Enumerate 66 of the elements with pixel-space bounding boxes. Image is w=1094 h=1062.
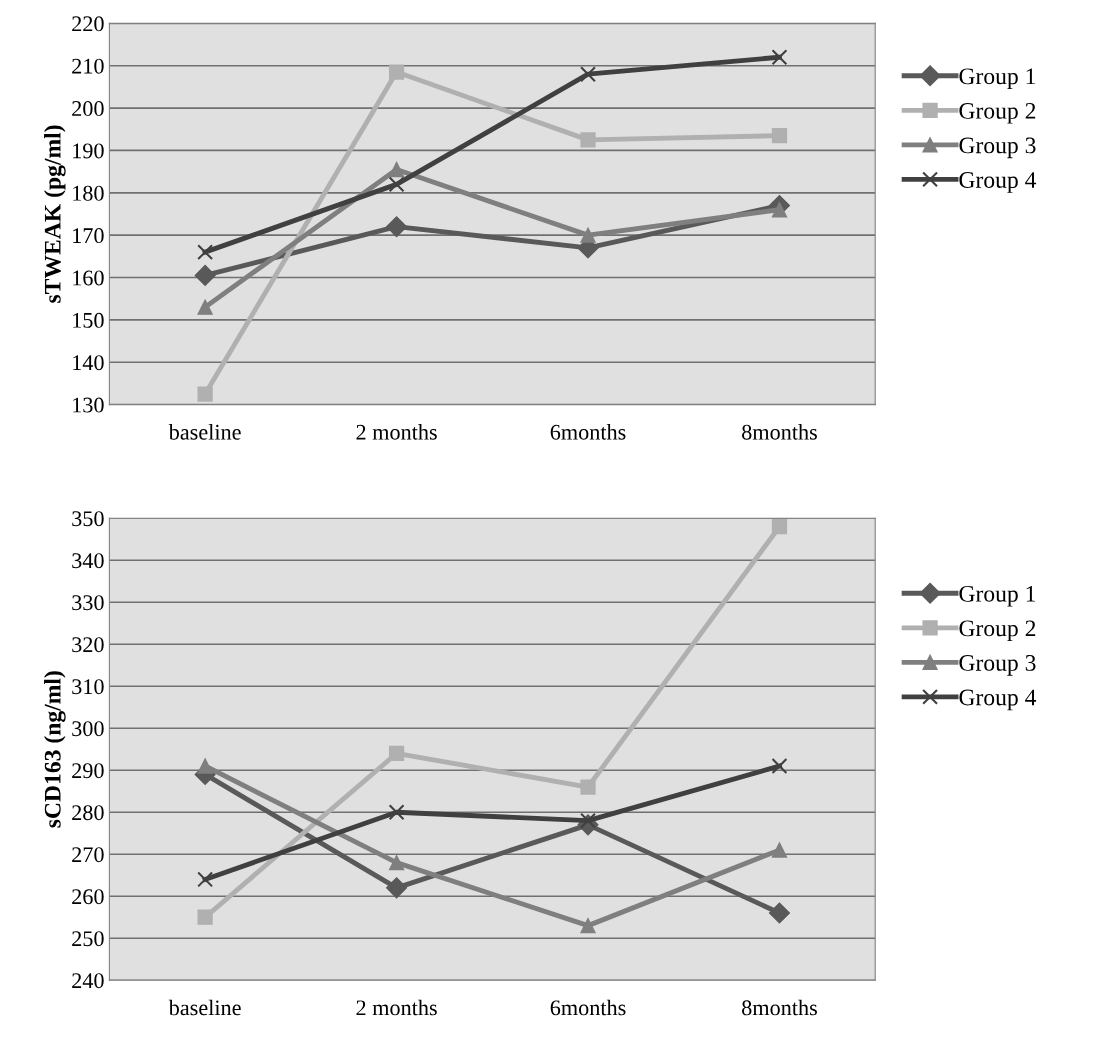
x-tick-label: 2 months: [356, 999, 437, 1016]
y-tick-label: 300: [72, 721, 104, 737]
y-tick-label: 240: [72, 973, 104, 989]
point: [386, 877, 408, 899]
legend-label: Group 4: [959, 689, 1037, 711]
y-tick-label: 270: [72, 847, 104, 863]
legend-label: Group 3: [959, 654, 1036, 676]
point: [388, 64, 405, 80]
point: [771, 758, 788, 775]
legend-label: Group 4: [959, 172, 1037, 193]
y-tick-label: 310: [72, 679, 104, 695]
y-tick-label: 210: [72, 58, 104, 74]
point: [771, 127, 788, 144]
y-tick-label: 220: [72, 16, 104, 32]
point: [197, 386, 213, 402]
point: [388, 176, 405, 193]
point: [194, 264, 216, 286]
y-tick-label: 350: [72, 511, 104, 527]
y-tick-label: 260: [72, 889, 104, 905]
legend-label: Group 1: [959, 585, 1036, 607]
point: [771, 49, 788, 66]
y-tick-label: 140: [73, 355, 104, 371]
y-tick-label: 330: [72, 595, 104, 611]
y-tick-label: 340: [72, 553, 104, 569]
x-tick-label: 6months: [550, 424, 626, 440]
point: [388, 745, 405, 762]
point: [580, 132, 596, 148]
x-tick-label: 8months: [742, 999, 817, 1016]
y-tick-label: 290: [72, 763, 104, 779]
x-tick-label: baseline: [168, 999, 241, 1016]
x-tick-label: 8months: [742, 424, 817, 440]
point: [771, 842, 788, 858]
point: [768, 902, 790, 924]
y-tick-label: 200: [72, 101, 104, 117]
point: [386, 216, 408, 238]
y-tick-label: 150: [73, 312, 104, 328]
point: [388, 854, 405, 871]
legend-label: Group 3: [959, 137, 1036, 159]
legend-label: Group 2: [959, 620, 1036, 642]
point: [580, 917, 596, 934]
point: [771, 519, 788, 535]
point: [580, 779, 596, 795]
legend-label: Group 1: [959, 68, 1036, 90]
point: [197, 871, 214, 888]
y-axis-title: sTWEAK (pg/ml): [44, 125, 66, 303]
legend-label: Group 2: [959, 102, 1036, 124]
x-tick-label: baseline: [168, 424, 241, 440]
point: [388, 804, 405, 821]
point: [388, 161, 405, 178]
y-tick-label: 190: [73, 143, 104, 159]
point: [197, 299, 213, 315]
y-tick-label: 280: [72, 805, 104, 821]
x-tick-label: 2 months: [356, 424, 437, 440]
point: [197, 909, 213, 925]
y-tick-label: 250: [72, 931, 104, 947]
y-tick-label: 170: [73, 228, 104, 244]
point: [197, 758, 213, 774]
point: [580, 227, 596, 243]
point: [580, 66, 597, 83]
y-tick-label: 320: [72, 637, 104, 653]
y-tick-label: 130: [73, 397, 104, 413]
y-tick-label: 180: [73, 185, 104, 201]
y-tick-label: 160: [73, 270, 104, 286]
point: [197, 244, 214, 261]
y-axis-title: sCD163 (ng/ml): [44, 671, 66, 828]
x-tick-label: 6months: [550, 999, 626, 1016]
